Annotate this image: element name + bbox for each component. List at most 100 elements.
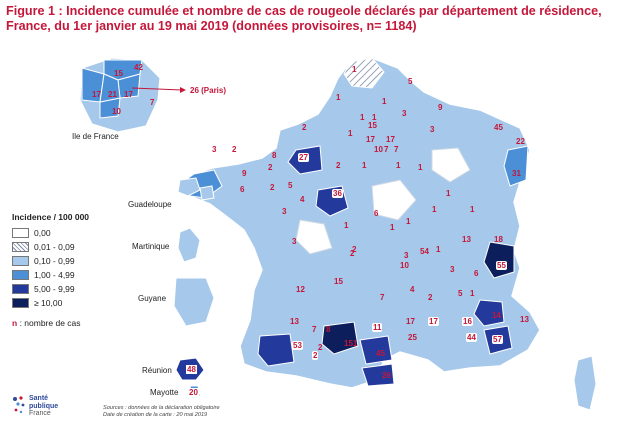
department-case-count: 4: [410, 285, 415, 294]
department-case-count: 11: [372, 323, 383, 332]
department-case-count: 1: [406, 217, 411, 226]
department-case-count: 17: [366, 135, 375, 144]
dept-isere: [473, 299, 505, 327]
overseas-territories: [173, 177, 215, 399]
dept-nord-hatched: [343, 57, 385, 89]
legend-item: 5,00 - 9,99: [12, 282, 89, 296]
department-case-count: 6: [374, 209, 379, 218]
department-case-count: 1: [432, 205, 437, 214]
ile-de-france-inset: [79, 57, 161, 133]
idf-count: 42: [134, 63, 143, 72]
logo-line-1: Santé: [29, 395, 49, 402]
logo-line-2: publique: [29, 402, 59, 410]
source-line-2: Date de création de la carte : 20 mai 20…: [103, 412, 208, 418]
dept-pyrenees-atlantiques: [257, 333, 295, 367]
legend-swatch: [12, 270, 29, 280]
department-case-count: 9: [438, 103, 443, 112]
dept-white-east: [431, 147, 471, 183]
source-line-1: Sources : données de la déclaration obli…: [103, 405, 220, 411]
mayotte-label: Mayotte: [150, 388, 179, 397]
paris-arrow: [131, 87, 183, 91]
legend-label: 1,00 - 4,99: [34, 270, 75, 280]
legend-item: ≥ 10,00: [12, 296, 89, 310]
department-case-count: 5: [458, 289, 463, 298]
department-case-count: 3: [450, 265, 455, 274]
legend-title: Incidence / 100 000: [12, 212, 90, 222]
department-case-count: 1: [470, 205, 475, 214]
legend-label: 0,01 - 0,09: [34, 242, 75, 252]
legend-swatch: [12, 284, 29, 294]
department-case-count: 8: [326, 325, 331, 334]
department-case-count: 17: [386, 135, 395, 144]
legend-swatch: [12, 298, 29, 308]
department-case-count: 26: [382, 371, 391, 380]
department-case-count: 1: [470, 289, 475, 298]
department-case-count: 25: [408, 333, 417, 342]
department-case-count: 22: [516, 137, 525, 146]
department-case-count: 53: [292, 341, 303, 350]
department-case-count: 3: [402, 109, 407, 118]
figure-title: Figure 1 : Incidence cumulée et nombre d…: [6, 4, 618, 34]
case-count-labels: 15 42 17 21 17 10 7: [92, 63, 155, 116]
department-case-count: 36: [332, 189, 343, 198]
department-case-count: 13: [462, 235, 471, 244]
idf-label: Ile de France: [72, 132, 119, 141]
department-case-count: 1: [418, 163, 423, 172]
department-case-count: 4: [300, 195, 305, 204]
guyane-label: Guyane: [138, 294, 167, 303]
department-case-count: 2: [312, 351, 319, 360]
department-case-count: 3: [282, 207, 287, 216]
dept-bas-rhin: [503, 145, 529, 187]
logo-dots-icon: [13, 396, 25, 414]
department-case-count: 2: [318, 343, 323, 352]
department-case-count: 1: [362, 161, 367, 170]
department-case-count: 1: [446, 189, 451, 198]
idf-count: 10: [112, 107, 121, 116]
department-case-count: 54: [420, 247, 429, 256]
legend-item: 1,00 - 4,99: [12, 268, 89, 282]
department-case-count: 1: [436, 245, 441, 254]
idf-count: 15: [114, 69, 123, 78]
department-case-count: 7: [312, 325, 317, 334]
dept-pyrenees-orientales: [361, 363, 395, 387]
department-case-count: 3: [404, 251, 409, 260]
martinique-label: Martinique: [132, 242, 170, 251]
department-case-count: 10: [400, 261, 409, 270]
department-case-count: 6: [240, 185, 245, 194]
guadeloupe-label: Guadeloupe: [128, 200, 172, 209]
department-case-count: 10: [374, 145, 383, 154]
department-case-count: 6: [474, 269, 479, 278]
paris-arrow-head: [180, 87, 186, 93]
department-case-count: 16: [462, 317, 473, 326]
dept-corse: [573, 355, 597, 411]
department-case-count: 1: [390, 223, 395, 232]
mainland-france: [178, 57, 597, 411]
department-case-count: 2: [268, 163, 273, 172]
department-case-count: 3: [430, 125, 435, 134]
department-case-count: 1: [352, 65, 357, 74]
department-case-count: 44: [466, 333, 477, 342]
department-case-count: 7: [380, 293, 385, 302]
department-case-count: 17: [428, 317, 439, 326]
department-case-count: 27: [298, 153, 309, 162]
department-case-count: 45: [494, 123, 503, 132]
cases-legend: n : nombre de cas: [12, 318, 89, 328]
cases-symbol: n: [12, 318, 18, 328]
idf-count: 21: [108, 90, 117, 99]
department-case-count: 1: [382, 97, 387, 106]
idf-count: 7: [150, 98, 155, 107]
idf-count: 17: [92, 90, 101, 99]
source-note: Sources : données de la déclaration obli…: [103, 405, 220, 419]
department-case-count: 7: [394, 145, 399, 154]
department-case-count: 45: [376, 349, 385, 358]
department-case-count: 1: [360, 113, 365, 122]
department-case-count: 17: [406, 317, 415, 326]
idf-dept-paris: [99, 73, 121, 103]
legend-label: 5,00 - 9,99: [34, 284, 75, 294]
guadeloupe-shape: [177, 177, 215, 201]
legend-label: 0,10 - 0,99: [34, 256, 75, 266]
legend-label: 0,00: [34, 228, 51, 238]
legend: Incidence / 100 000 0,00 0,01 - 0,09 0,1…: [12, 212, 89, 328]
department-case-count: 2: [352, 245, 357, 254]
